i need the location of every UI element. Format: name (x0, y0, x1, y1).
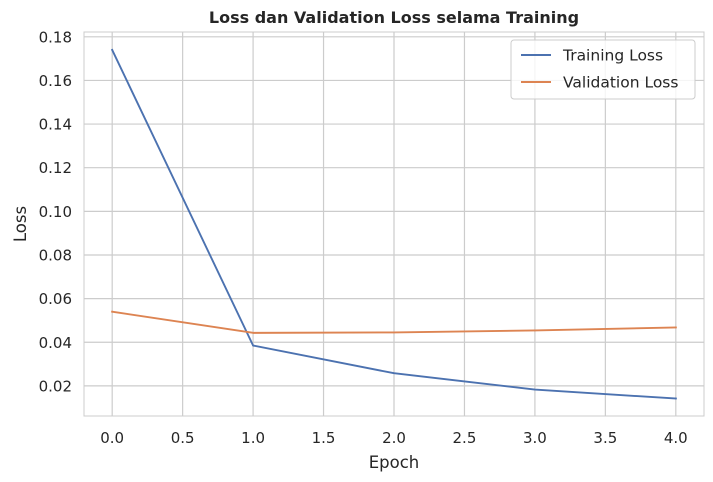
data-point-training-loss (534, 388, 536, 391)
y-tick-label: 0.16 (39, 72, 72, 90)
y-tick-label: 0.02 (39, 377, 72, 395)
data-point-validation-loss (674, 326, 677, 329)
data-point-validation-loss (393, 331, 395, 334)
x-tick-label: 1.0 (241, 429, 265, 447)
legend-label: Training Loss (562, 47, 663, 65)
data-point-training-loss (393, 372, 395, 375)
y-tick-label: 0.14 (39, 116, 72, 134)
series-layer (110, 48, 677, 400)
y-axis-label: Loss (11, 206, 30, 242)
y-tick-label: 0.04 (39, 334, 72, 352)
x-tick-label: 0.5 (171, 429, 195, 447)
x-tick-label: 3.0 (523, 429, 547, 447)
y-tick-label: 0.08 (39, 246, 72, 264)
data-point-training-loss (252, 344, 254, 347)
data-point-training-loss (111, 48, 114, 51)
x-tick-label: 2.5 (453, 429, 477, 447)
data-point-validation-loss (111, 310, 114, 313)
y-tick-label: 0.06 (39, 290, 72, 308)
tick-labels: 0.0 0.5 1.0 1.5 2.0 2.5 3.0 3.5 4.0 0.02 0.04 0.06 0… (39, 28, 688, 447)
x-tick-label: 0.0 (100, 429, 124, 447)
legend: Training Loss Validation Loss (510, 39, 696, 100)
grid-lines (84, 32, 704, 416)
x-tick-label: 4.0 (664, 429, 688, 447)
legend-label: Validation Loss (563, 74, 678, 92)
x-tick-label: 2.0 (382, 429, 406, 447)
x-tick-label: 3.5 (593, 429, 617, 447)
x-tick-label: 1.5 (312, 429, 336, 447)
data-point-validation-loss (252, 331, 254, 334)
y-tick-label: 0.12 (39, 159, 72, 177)
chart-title: Loss dan Validation Loss selama Training (209, 8, 579, 27)
data-point-validation-loss (534, 329, 536, 332)
y-tick-label: 0.18 (39, 28, 72, 46)
data-point-training-loss (674, 397, 677, 400)
y-tick-label: 0.10 (39, 203, 72, 221)
x-axis-label: Epoch (369, 453, 420, 472)
legend-box (510, 39, 696, 100)
plot-frame (83, 31, 705, 417)
